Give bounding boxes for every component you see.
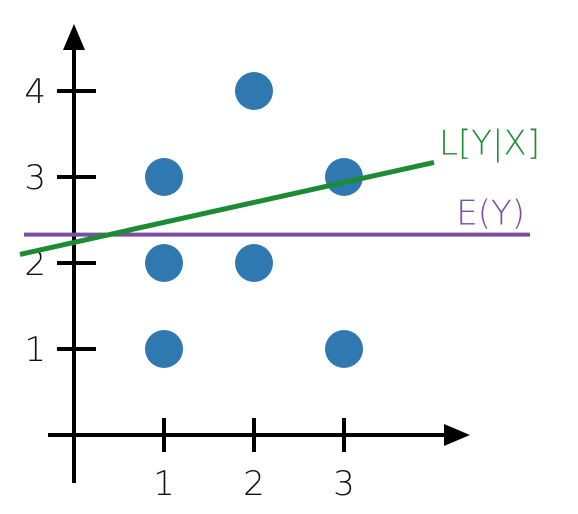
data-point [235,72,273,110]
data-point [145,158,183,196]
y-axis-arrow-icon [63,24,85,50]
fitted-lines: E(Y) L[Y|X] [19,123,540,257]
data-points [145,72,363,368]
y-tick-label: 4 [24,72,46,112]
linear-estimator-label: L[Y|X] [439,123,540,163]
x-tick-label: 3 [333,464,355,504]
data-point [145,330,183,368]
data-point [325,330,363,368]
y-tick-label: 3 [24,158,46,198]
mean-line-label: E(Y) [456,194,525,234]
data-point [235,244,273,282]
linear-estimator-line [19,159,435,257]
y-tick-label: 1 [24,330,46,370]
x-tick-label: 2 [243,464,265,504]
x-tick-label: 1 [153,464,175,504]
x-axis-arrow-icon [444,424,470,446]
data-point [145,244,183,282]
